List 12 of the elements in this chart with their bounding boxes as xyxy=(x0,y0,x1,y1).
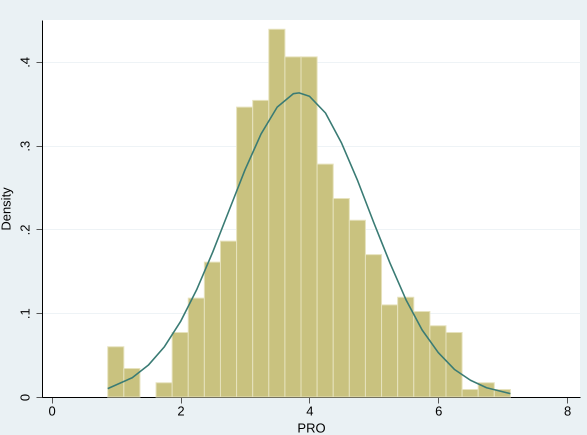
x-tick-label: 6 xyxy=(435,404,442,418)
x-tick-label: 0 xyxy=(48,404,56,418)
y-axis-title: Density xyxy=(0,186,14,231)
x-tick-label: 4 xyxy=(306,404,314,418)
x-tick-label: 8 xyxy=(564,404,572,418)
x-tick-label: 2 xyxy=(177,404,185,418)
y-tick-label: .1 xyxy=(18,308,32,320)
y-tick-label: .2 xyxy=(18,224,32,236)
y-tick-label: .4 xyxy=(18,56,32,68)
y-tick-label: 0 xyxy=(18,394,32,402)
y-tick-label: .3 xyxy=(18,140,32,152)
x-axis-title: PRO xyxy=(297,420,326,435)
